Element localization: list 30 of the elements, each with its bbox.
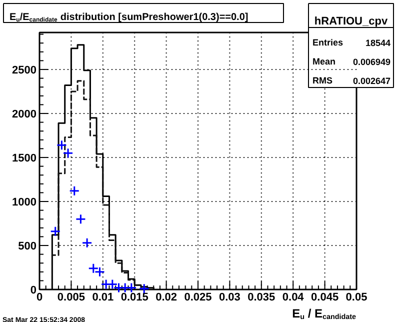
point <box>94 266 105 278</box>
annotation: Entries <box>312 38 344 48</box>
x-tick-label: 0.01 <box>92 292 114 304</box>
x-tick-label: 0.02 <box>156 292 178 304</box>
x-tick-label: 0.035 <box>248 292 276 304</box>
annotation: RMS <box>312 76 332 86</box>
x-tick-label: 0.04 <box>282 292 305 304</box>
y-tick-label: 2000 <box>12 108 37 120</box>
annotation: 0.006949 <box>352 57 391 67</box>
x-tick-label: 0.05 <box>346 292 368 304</box>
point <box>50 226 61 237</box>
point <box>75 214 86 224</box>
x-tick-label: 0.015 <box>120 292 148 304</box>
point <box>88 263 99 274</box>
annotation: Mean <box>312 56 336 66</box>
point <box>82 238 92 248</box>
y-tick-label: 1000 <box>12 196 37 208</box>
point <box>56 140 67 150</box>
point <box>62 148 74 158</box>
text: hRATIOU_cpv <box>314 16 388 28</box>
x-tick-label: 0.03 <box>218 292 240 304</box>
annotation: 0.002647 <box>352 76 391 86</box>
x-tick-label: 0.045 <box>311 292 339 304</box>
y-tick-label: 2500 <box>12 64 37 76</box>
text: 18544 <box>365 38 391 48</box>
y-tick-label: 1500 <box>12 152 37 164</box>
y-tick-label: 500 <box>18 240 37 252</box>
point <box>69 186 80 196</box>
x-tick-label: 0.025 <box>184 292 212 304</box>
x-tick-label: 0.005 <box>57 292 85 304</box>
